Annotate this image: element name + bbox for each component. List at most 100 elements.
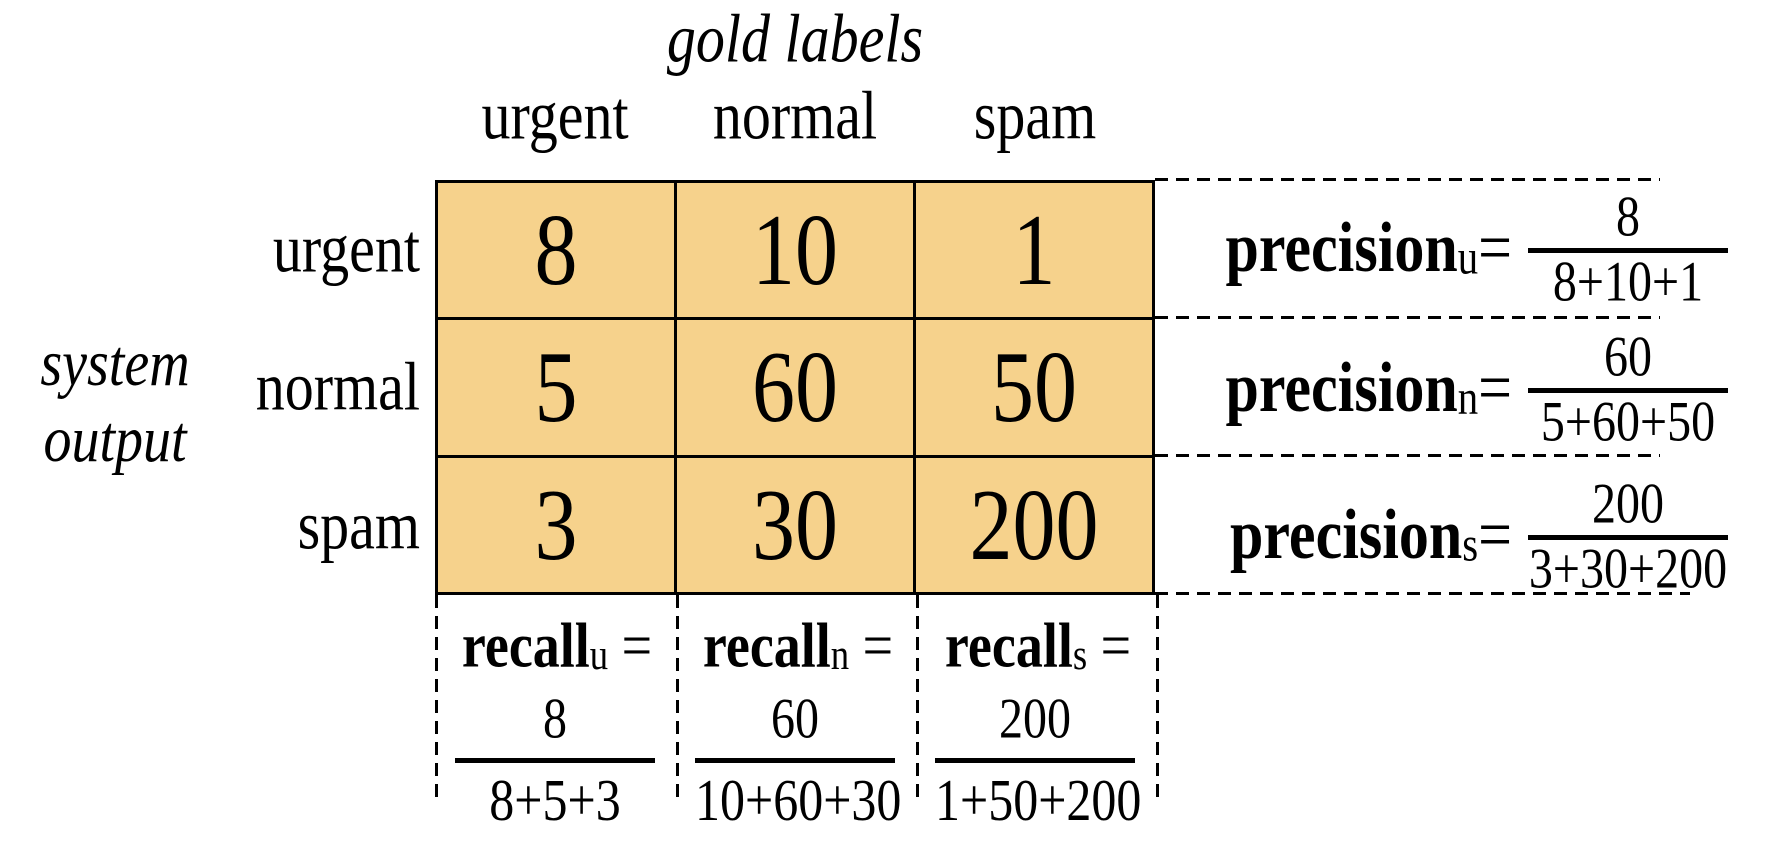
dashed-line-row-top [1155,178,1660,181]
row-header-normal: normal [150,350,420,423]
matrix-value-normal-urgent: 5 [534,330,578,445]
dashed-line-col-left [435,595,438,802]
fraction-denominator: 8+10+1 [1552,251,1704,314]
fraction-bar [1528,248,1728,253]
matrix-cell-spam-urgent: 3 [438,457,674,592]
matrix-value-normal-spam: 50 [991,330,1077,445]
precision-word: precision [1230,495,1463,574]
matrix-value-spam-spam: 200 [969,468,1099,582]
fraction-numerator: 200 [1592,473,1664,536]
equals-sign: = [1087,609,1132,681]
recall-urgent-label: recallu = [437,610,677,684]
system-output-label: system output [8,326,222,478]
col-header-spam-text: spam [973,77,1097,154]
recall-word: recall [461,609,590,681]
precision-subscript-s: s [1462,518,1479,572]
col-header-normal-text: normal [712,77,878,154]
matrix-value-spam-normal: 30 [752,468,838,582]
fraction-denominator: 3+30+200 [1528,538,1728,601]
row-header-urgent: urgent [150,212,420,285]
precision-spam-label: precisions= [1157,498,1512,575]
fraction-numerator: 8 [1616,186,1640,249]
fraction-bar [695,758,895,763]
matrix-value-spam-urgent: 3 [534,468,578,582]
recall-spam-fraction: 200 1+50+200 [935,688,1141,833]
recall-normal-label-text: recalln = [703,610,893,690]
precision-urgent-label: precisionu= [1157,211,1513,288]
recall-spam-label-text: recalls = [945,610,1131,690]
fraction-bar [935,758,1135,763]
fraction-numerator: 60 [1604,326,1652,389]
matrix-cell-urgent-urgent: 8 [438,183,674,318]
recall-normal-label: recalln = [678,610,918,684]
system-output-line1-text: system [40,327,190,401]
matrix-value-urgent-spam: 1 [1012,193,1056,307]
col-header-spam: spam [915,78,1155,154]
dashed-line-row-bottom [1155,592,1690,595]
recall-word: recall [944,609,1073,681]
equals-sign: = [1478,495,1512,574]
gold-labels-title-text: gold labels [666,0,924,77]
equals-sign: = [608,609,653,681]
precision-spam-label-text: precisions= [1230,498,1512,582]
row-header-urgent-text: urgent [272,210,420,287]
precision-normal-label-text: precisionn= [1226,351,1513,435]
recall-spam-label: recalls = [918,610,1158,684]
fraction-numerator: 200 [999,688,1071,751]
matrix-value-urgent-urgent: 8 [534,193,578,307]
system-output-line1: system [8,326,222,402]
confusion-matrix: 8 10 1 5 60 50 3 30 200 [435,180,1155,595]
fraction-numerator: 60 [771,688,819,751]
recall-subscript-s: s [1072,630,1088,679]
matrix-cell-normal-spam: 50 [916,320,1152,455]
precision-urgent-fraction: 8 8+10+1 [1528,186,1728,314]
precision-word: precision [1225,348,1458,427]
row-header-normal-text: normal [255,348,420,425]
row-header-spam-text: spam [297,487,420,564]
precision-subscript-u: u [1457,231,1479,285]
gold-labels-title: gold labels [555,0,1035,77]
equals-sign: = [1478,208,1512,287]
dashed-line-row-normal-spam [1155,454,1660,457]
col-header-normal: normal [675,78,915,154]
precision-subscript-n: n [1457,371,1479,425]
fraction-bar [1528,388,1728,393]
matrix-cell-normal-urgent: 5 [438,320,674,455]
precision-normal-label: precisionn= [1157,351,1513,428]
fraction-bar [455,758,655,763]
dashed-line-row-urgent-normal [1155,316,1660,319]
precision-spam-fraction: 200 3+30+200 [1528,473,1728,601]
fraction-denominator: 5+60+50 [1540,391,1716,454]
fraction-numerator: 8 [543,688,567,751]
fraction-denominator: 10+60+30 [695,766,902,834]
recall-word: recall [702,609,831,681]
matrix-value-normal-normal: 60 [752,330,838,445]
matrix-cell-urgent-spam: 1 [916,183,1152,318]
col-header-urgent-text: urgent [481,77,629,154]
recall-subscript-n: n [830,630,850,679]
system-output-line2-text: output [43,403,187,477]
fraction-denominator: 8+5+3 [489,766,621,834]
matrix-cell-spam-normal: 30 [677,457,913,592]
col-header-urgent: urgent [435,78,675,154]
dashed-line-col-urgent-normal [676,595,679,802]
recall-urgent-label-text: recallu = [462,610,652,690]
recall-urgent-fraction: 8 8+5+3 [455,688,655,833]
fraction-bar [1528,535,1728,540]
matrix-cell-spam-spam: 200 [916,457,1152,592]
precision-urgent-label-text: precisionu= [1226,211,1513,295]
precision-word: precision [1225,208,1458,287]
recall-subscript-u: u [589,630,609,679]
dashed-line-col-normal-spam [916,595,919,802]
equals-sign: = [1478,348,1512,427]
precision-normal-fraction: 60 5+60+50 [1528,326,1728,454]
equals-sign: = [849,609,894,681]
fraction-denominator: 1+50+200 [935,766,1142,834]
recall-normal-fraction: 60 10+60+30 [695,688,901,833]
dashed-line-col-right [1156,595,1159,802]
row-header-spam: spam [150,489,420,562]
matrix-value-urgent-normal: 10 [752,193,838,307]
matrix-cell-normal-normal: 60 [677,320,913,455]
matrix-cell-urgent-normal: 10 [677,183,913,318]
